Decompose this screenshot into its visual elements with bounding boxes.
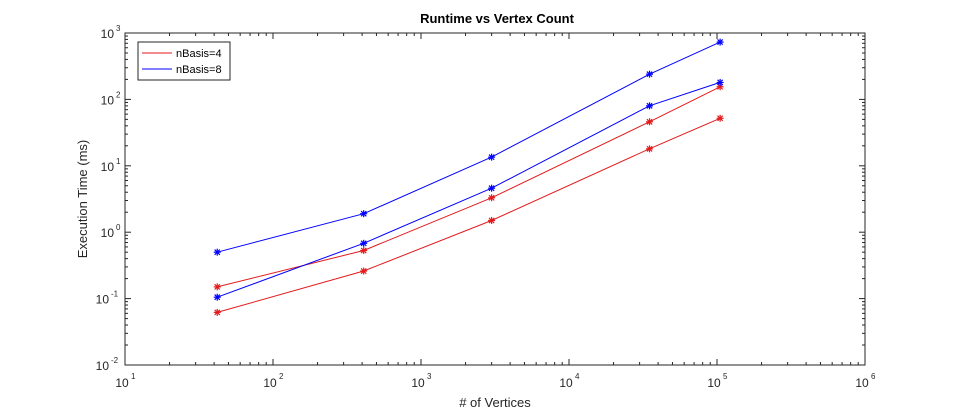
legend: nBasis=4 nBasis=8: [137, 41, 231, 81]
data-point-marker: [716, 114, 724, 122]
marker-stroke: [214, 294, 221, 301]
data-point-marker: [646, 145, 654, 153]
y-tick-exponent: 3: [116, 24, 121, 33]
marker-stroke: [214, 309, 221, 316]
x-tick-exponent: 1: [131, 372, 136, 381]
data-point-marker: [716, 38, 724, 46]
data-point-marker: [213, 308, 221, 316]
series-1: [213, 114, 724, 316]
marker-stroke: [488, 194, 495, 201]
marker-stroke: [360, 247, 367, 254]
y-axis-label: Execution Time (ms): [75, 140, 90, 258]
marker-stroke: [646, 71, 653, 78]
tick-labels: 10 1 10 2 10 3 10 4 10 5 10 610 -210 -110 010 110 210 3: [96, 24, 876, 390]
data-point-marker: [360, 267, 368, 275]
x-tick-label: 10: [411, 376, 425, 390]
data-point-marker: [360, 210, 368, 218]
marker-stroke: [488, 217, 495, 224]
x-tick-label: 10: [707, 376, 721, 390]
y-tick-label: 10: [101, 27, 115, 41]
data-point-marker: [213, 293, 221, 301]
marker-stroke: [646, 145, 653, 152]
marker-stroke: [488, 154, 495, 161]
x-tick-label: 10: [559, 376, 573, 390]
plot-area: [124, 32, 866, 366]
marker-stroke: [717, 115, 724, 122]
data-point-marker: [360, 247, 368, 255]
series-layer: [213, 38, 724, 316]
marker-stroke: [360, 210, 367, 217]
y-tick-exponent: 0: [116, 223, 121, 232]
marker-stroke: [646, 102, 653, 109]
marker-stroke: [360, 240, 367, 247]
x-tick-label: 10: [263, 376, 277, 390]
data-point-marker: [360, 239, 368, 247]
data-point-marker: [213, 283, 221, 291]
y-tick-label: 10: [101, 93, 115, 107]
data-point-marker: [488, 184, 496, 192]
legend-label-nbasis4: nBasis=4: [176, 48, 222, 60]
x-axis-label: # of Vertices: [459, 395, 531, 410]
y-tick-label: 10: [96, 359, 110, 373]
series-0: [213, 83, 724, 291]
x-tick-exponent: 5: [723, 372, 728, 381]
series-3: [213, 78, 724, 301]
x-tick-exponent: 2: [279, 372, 284, 381]
data-point-marker: [213, 248, 221, 256]
data-point-marker: [646, 70, 654, 78]
y-tick-exponent: 1: [116, 157, 121, 166]
legend-label-nbasis8: nBasis=8: [176, 64, 222, 76]
y-tick-exponent: -2: [111, 356, 119, 365]
marker-stroke: [646, 118, 653, 125]
data-point-marker: [716, 78, 724, 86]
x-tick-label: 10: [115, 376, 129, 390]
y-tick-label: 10: [101, 160, 115, 174]
y-tick-label: 10: [96, 293, 110, 307]
marker-stroke: [717, 39, 724, 46]
chart-title: Runtime vs Vertex Count: [420, 11, 575, 26]
data-point-marker: [646, 118, 654, 126]
y-tick-exponent: -1: [111, 290, 119, 299]
y-tick-label: 10: [101, 226, 115, 240]
x-tick-exponent: 3: [427, 372, 432, 381]
data-point-marker: [488, 153, 496, 161]
marker-stroke: [360, 268, 367, 275]
marker-stroke: [214, 283, 221, 290]
series-2: [213, 38, 724, 256]
data-point-marker: [488, 217, 496, 225]
marker-stroke: [717, 79, 724, 86]
data-point-marker: [488, 194, 496, 202]
marker-stroke: [214, 249, 221, 256]
x-tick-label: 10: [855, 376, 869, 390]
x-tick-exponent: 6: [871, 372, 876, 381]
data-point-marker: [646, 102, 654, 110]
x-tick-exponent: 4: [575, 372, 580, 381]
legend-box: [137, 41, 231, 81]
y-tick-exponent: 2: [116, 90, 121, 99]
marker-stroke: [488, 185, 495, 192]
tick-marks: [124, 32, 866, 366]
